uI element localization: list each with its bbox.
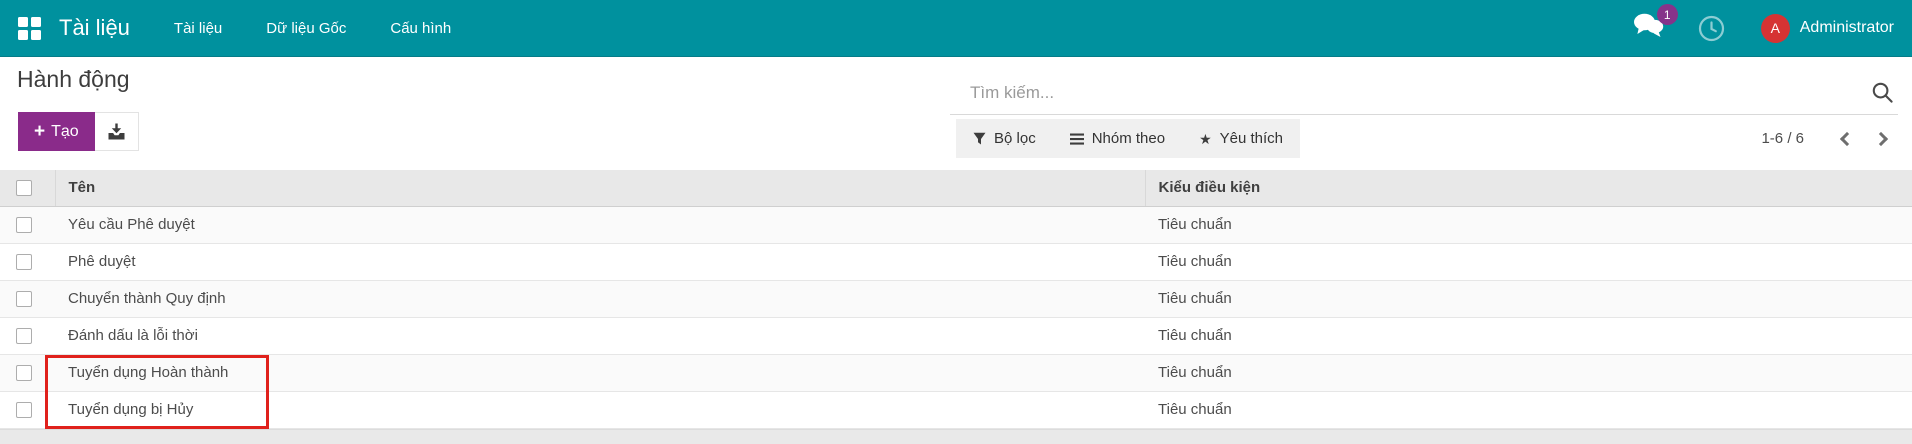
cell-condition[interactable]: Tiêu chuẩn [1145,317,1912,355]
app-title[interactable]: Tài liệu [59,15,130,40]
group-by-button[interactable]: Nhóm theo [1053,119,1182,158]
filters-button-label: Bộ lọc [994,130,1036,147]
cell-name[interactable]: Phê duyệt [55,243,1145,281]
row-checkbox[interactable] [16,402,32,419]
menu-cau-hinh[interactable]: Cấu hình [390,19,452,37]
column-header-name[interactable]: Tên [54,170,1145,207]
topbar: Tài liệu Tài liệu Dữ liệu Gốc Cấu hình 1… [0,0,1912,57]
table-row-highlighted[interactable]: Tuyển dụng Hoàn thành Tiêu chuẩn [0,354,1912,392]
download-icon [108,123,125,140]
column-header-condition[interactable]: Kiểu điều kiện [1144,170,1912,207]
chevron-left-icon [1839,131,1855,146]
export-button[interactable] [94,112,139,151]
activities-button[interactable] [1698,15,1725,42]
group-by-button-label: Nhóm theo [1091,130,1166,147]
pager-range: 1-6 / 6 [1761,130,1804,147]
pager-next-button[interactable] [1864,128,1898,150]
plus-icon: + [34,121,46,142]
messages-badge: 1 [1656,4,1678,25]
search-bar [950,71,1898,115]
cell-name[interactable]: Chuyển thành Quy định [55,280,1145,318]
table-header-row: Tên Kiểu điều kiện [0,170,1912,207]
messages-button[interactable]: 1 [1633,4,1678,43]
table-row-highlighted[interactable]: Tuyển dụng bị Hủy Tiêu chuẩn [0,391,1912,429]
cell-condition[interactable]: Tiêu chuẩn [1145,354,1912,392]
control-panel: Hành động + Tạo Bộ lọc [0,57,1912,170]
list-view: Tên Kiểu điều kiện Yêu cầu Phê duyệt Tiê… [0,170,1912,444]
star-icon: ★ [1199,130,1212,147]
cell-condition[interactable]: Tiêu chuẩn [1145,391,1912,429]
chevron-right-icon [1873,131,1889,146]
cell-condition[interactable]: Tiêu chuẩn [1145,280,1912,318]
menu-du-lieu-goc[interactable]: Dữ liệu Gốc [266,19,347,37]
user-menu[interactable]: A Administrator [1760,13,1894,43]
search-button[interactable] [1867,81,1898,104]
group-by-icon [1069,133,1084,145]
create-button[interactable]: + Tạo [18,112,95,151]
cell-condition[interactable]: Tiêu chuẩn [1145,206,1912,244]
page-title: Hành động [17,66,130,92]
records-table: Tên Kiểu điều kiện Yêu cầu Phê duyệt Tiê… [0,170,1912,429]
select-all-checkbox[interactable] [16,180,32,197]
row-checkbox[interactable] [16,328,32,345]
create-button-label: Tạo [51,122,79,140]
pager: 1-6 / 6 [1761,119,1898,158]
filters-button[interactable]: Bộ lọc [956,119,1053,158]
user-name: Administrator [1799,19,1894,36]
select-all-cell [0,170,55,207]
table-row[interactable]: Yêu cầu Phê duyệt Tiêu chuẩn [0,206,1912,244]
favorites-button[interactable]: ★ Yêu thích [1182,119,1300,158]
cell-name[interactable]: Tuyển dụng Hoàn thành [55,354,1145,392]
pager-previous-button[interactable] [1830,128,1864,150]
table-row[interactable]: Chuyển thành Quy định Tiêu chuẩn [0,280,1912,318]
topbar-right: 1 A Administrator [1633,4,1894,43]
cell-name[interactable]: Tuyển dụng bị Hủy [55,391,1145,429]
filter-toolbar: Bộ lọc Nhóm theo ★ Yêu thích [956,119,1301,158]
row-checkbox[interactable] [16,291,32,308]
filter-funnel-icon [973,132,986,145]
top-menu: Tài liệu Dữ liệu Gốc Cấu hình [174,20,451,37]
row-checkbox[interactable] [16,254,32,271]
chat-bubbles-icon [1633,13,1663,37]
cell-condition[interactable]: Tiêu chuẩn [1145,243,1912,281]
favorites-button-label: Yêu thích [1219,130,1284,147]
avatar: A [1760,13,1790,43]
search-input[interactable] [950,82,1867,103]
clock-icon [1698,15,1724,41]
cell-name[interactable]: Đánh dấu là lỗi thời [55,317,1145,355]
action-buttons: + Tạo [18,112,139,151]
table-row[interactable]: Phê duyệt Tiêu chuẩn [0,243,1912,281]
footer-strip [0,428,1912,444]
row-checkbox[interactable] [16,365,32,382]
row-checkbox[interactable] [16,217,32,234]
apps-grid-icon[interactable] [18,16,41,40]
search-icon [1872,82,1893,103]
cell-name[interactable]: Yêu cầu Phê duyệt [55,206,1145,244]
menu-tai-lieu[interactable]: Tài liệu [173,19,223,37]
table-row[interactable]: Đánh dấu là lỗi thời Tiêu chuẩn [0,317,1912,355]
